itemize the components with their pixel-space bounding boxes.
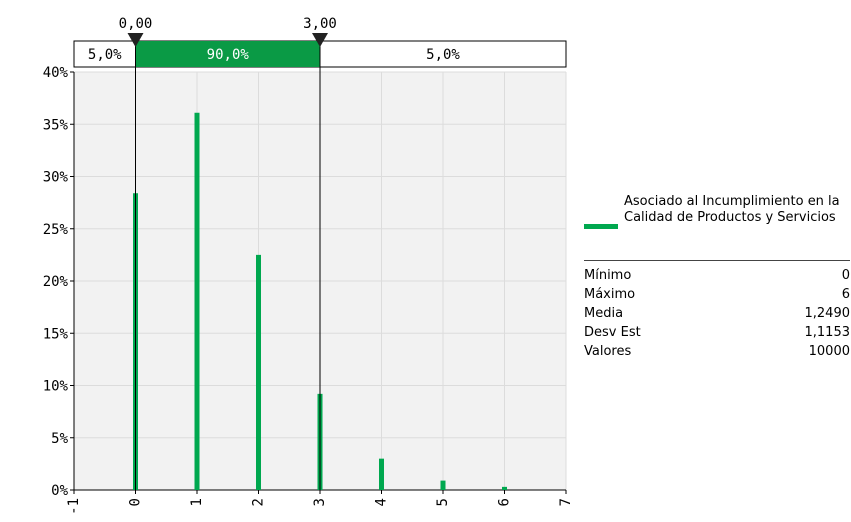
marker-label: 0,00 [119, 16, 153, 32]
band-segment [135, 41, 320, 67]
bar [379, 458, 384, 490]
x-tick-label: -1 [66, 498, 82, 515]
y-tick-label: 10% [43, 379, 69, 395]
stats-table: Mínimo 0 Máximo 6 Media 1,2490 Desv Est … [584, 266, 850, 361]
y-tick-label: 35% [43, 117, 69, 133]
bar [256, 254, 261, 490]
stat-label: Media [584, 306, 624, 321]
stat-value: 1,2490 [804, 306, 851, 321]
y-tick-label: 20% [43, 274, 69, 290]
marker-triangle-icon [127, 33, 144, 47]
y-tick-label: 5% [51, 431, 68, 447]
legend: Asociado al Incumplimiento en la Calidad… [584, 194, 850, 361]
band-label: 5,0% [426, 47, 460, 63]
stat-label: Valores [584, 344, 632, 359]
x-tick-label: 3 [312, 498, 328, 506]
marker-label: 3,00 [303, 16, 337, 32]
x-tick-label: 6 [497, 498, 513, 506]
stat-row-minimo: Mínimo 0 [584, 266, 850, 285]
legend-label: Asociado al Incumplimiento en la Calidad… [624, 194, 840, 225]
stat-row-valores: Valores 10000 [584, 342, 850, 361]
y-tick-label: 25% [43, 222, 69, 238]
stat-label: Máximo [584, 287, 636, 302]
stat-value: 1,1153 [804, 325, 851, 340]
y-tick-label: 15% [43, 326, 69, 342]
y-tick-label: 30% [43, 170, 69, 186]
stat-row-media: Media 1,2490 [584, 304, 850, 323]
marker-triangle-icon [312, 33, 328, 47]
stat-label: Mínimo [584, 268, 632, 283]
x-tick-label: 7 [558, 498, 574, 506]
band-label: 5,0% [88, 47, 122, 63]
stat-label: Desv Est [584, 325, 641, 340]
x-tick-label: 4 [374, 498, 390, 506]
x-tick-label: 0 [128, 498, 144, 506]
bar [194, 112, 200, 490]
legend-entry: Asociado al Incumplimiento en la Calidad… [584, 194, 846, 256]
legend-swatch [584, 224, 618, 229]
stat-value: 0 [841, 268, 850, 283]
stat-value: 6 [841, 287, 850, 302]
stat-row-desv-est: Desv Est 1,1153 [584, 323, 850, 342]
bar [502, 486, 507, 490]
legend-divider [584, 260, 850, 261]
y-tick-label: 0% [51, 483, 68, 499]
bar [440, 480, 446, 490]
x-tick-label: 1 [189, 498, 205, 506]
band-label: 90,0% [207, 47, 250, 63]
x-tick-label: 2 [251, 498, 267, 506]
y-tick-label: 40% [43, 65, 69, 81]
x-tick-label: 5 [435, 498, 451, 506]
stat-row-maximo: Máximo 6 [584, 285, 850, 304]
stat-value: 10000 [808, 344, 850, 359]
